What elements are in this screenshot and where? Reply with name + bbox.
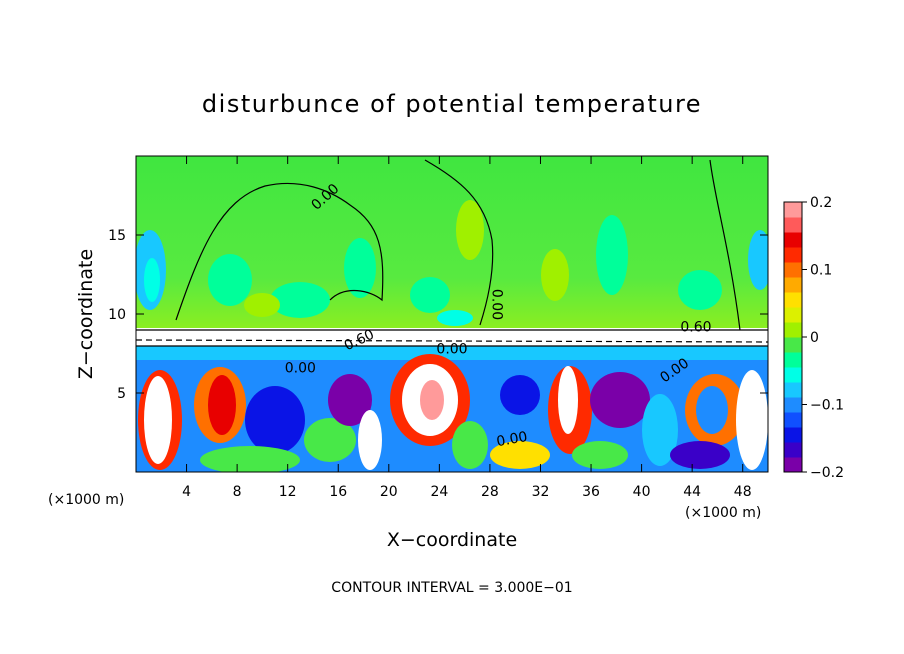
contour-label: 0.60 — [680, 319, 711, 335]
colorbar-swatch — [784, 292, 802, 308]
colorbar-swatch — [784, 307, 802, 323]
colorbar-swatch — [784, 337, 802, 353]
colorbar-tick-label: 0.1 — [810, 263, 832, 279]
x-tick-label: 8 — [233, 484, 242, 500]
y-ticks: 5 10 15 — [108, 228, 768, 402]
inversion-band — [136, 328, 768, 348]
upper-anomalies — [136, 200, 768, 326]
contour-label: 0.00 — [436, 342, 467, 358]
y-tick-label: 10 — [108, 307, 126, 323]
x-unit-right: (×1000 m) — [685, 505, 761, 521]
colorbar-swatch — [784, 322, 802, 338]
contour-lines — [136, 159, 768, 347]
colorbar-swatch — [784, 382, 802, 398]
lower-anomalies — [136, 346, 768, 472]
contour-label: 0.00 — [488, 289, 504, 320]
colorbar-swatch — [784, 277, 802, 293]
x-tick-label: 12 — [279, 484, 297, 500]
contour-label: 0.00 — [285, 360, 316, 376]
colorbar-swatch — [784, 202, 802, 218]
x-tick-label: 32 — [532, 484, 550, 500]
contour-interval-note: CONTOUR INTERVAL = 3.000E−01 — [331, 580, 572, 596]
colorbar-swatch — [784, 412, 802, 428]
colorbar-tick-label: −0.2 — [810, 465, 844, 481]
colorbar: 0.2 0.1 0 −0.1 −0.2 — [783, 195, 844, 481]
x-tick-label: 28 — [481, 484, 499, 500]
y-tick-label: 15 — [108, 228, 126, 244]
colorbar-tick-label: −0.1 — [810, 398, 844, 414]
colorbar-swatch — [784, 247, 802, 263]
contour-label: 0.00 — [495, 429, 528, 450]
x-ticks: 4 8 12 16 20 24 28 32 36 40 44 48 — [182, 156, 752, 500]
colorbar-swatch — [784, 397, 802, 413]
colorbar-swatch — [784, 262, 802, 278]
colorbar-swatch — [784, 442, 802, 458]
colorbar-tick-label: 0.2 — [810, 195, 832, 211]
colorbar-swatch — [784, 352, 802, 368]
colorbar-swatch — [784, 217, 802, 233]
x-tick-label: 48 — [734, 484, 752, 500]
chart-title: disturbunce of potential temperature — [202, 90, 702, 118]
x-tick-label: 16 — [329, 484, 347, 500]
plot-area — [136, 156, 768, 472]
colorbar-swatch — [784, 367, 802, 383]
colorbar-swatch — [784, 427, 802, 443]
colorbar-tick-label: 0 — [810, 330, 819, 346]
x-axis-label: X−coordinate — [387, 529, 517, 551]
y-axis-label: Z−coordinate — [75, 249, 97, 379]
y-tick-label: 5 — [117, 386, 126, 402]
x-tick-label: 40 — [633, 484, 651, 500]
x-tick-label: 44 — [683, 484, 701, 500]
colorbar-swatch — [784, 232, 802, 248]
x-tick-label: 4 — [182, 484, 191, 500]
x-tick-label: 20 — [380, 484, 398, 500]
x-tick-label: 36 — [582, 484, 600, 500]
x-unit-left: (×1000 m) — [48, 492, 124, 508]
colorbar-swatch — [784, 457, 802, 473]
x-tick-label: 24 — [430, 484, 448, 500]
